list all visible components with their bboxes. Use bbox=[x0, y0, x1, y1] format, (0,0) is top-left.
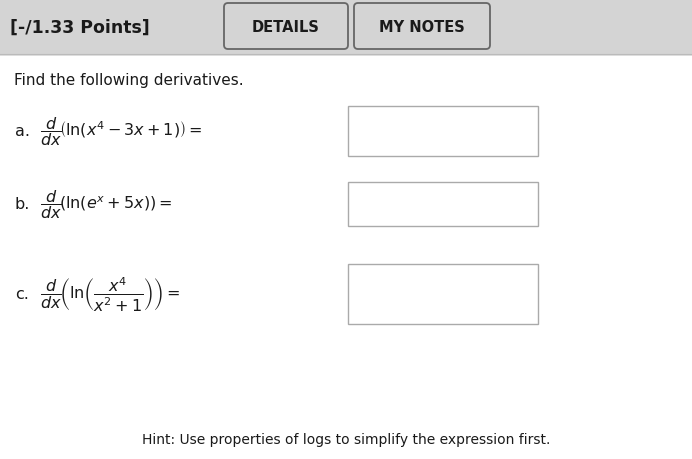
FancyBboxPatch shape bbox=[0, 0, 692, 55]
Text: a.: a. bbox=[15, 124, 30, 139]
Text: b.: b. bbox=[15, 197, 30, 212]
FancyBboxPatch shape bbox=[354, 4, 490, 50]
FancyBboxPatch shape bbox=[348, 264, 538, 325]
FancyBboxPatch shape bbox=[224, 4, 348, 50]
Text: MY NOTES: MY NOTES bbox=[379, 19, 465, 34]
Text: [-/1.33 Points]: [-/1.33 Points] bbox=[10, 18, 149, 36]
FancyBboxPatch shape bbox=[348, 107, 538, 157]
Text: $\dfrac{d}{dx}\!\left(\ln(x^4 - 3x + 1)\right) =$: $\dfrac{d}{dx}\!\left(\ln(x^4 - 3x + 1)\… bbox=[40, 115, 203, 148]
Text: c.: c. bbox=[15, 287, 29, 302]
Text: Find the following derivatives.: Find the following derivatives. bbox=[14, 73, 244, 87]
Text: Hint: Use properties of logs to simplify the expression first.: Hint: Use properties of logs to simplify… bbox=[142, 432, 550, 446]
FancyBboxPatch shape bbox=[348, 183, 538, 226]
FancyBboxPatch shape bbox=[0, 57, 692, 459]
Text: $\dfrac{d}{dx}\!\left(\ln(e^x + 5x)\right) =$: $\dfrac{d}{dx}\!\left(\ln(e^x + 5x)\righ… bbox=[40, 188, 172, 221]
Text: DETAILS: DETAILS bbox=[252, 19, 320, 34]
Text: $\dfrac{d}{dx}\!\left(\ln\!\left(\dfrac{x^4}{x^2+1}\right)\right) =$: $\dfrac{d}{dx}\!\left(\ln\!\left(\dfrac{… bbox=[40, 275, 180, 313]
